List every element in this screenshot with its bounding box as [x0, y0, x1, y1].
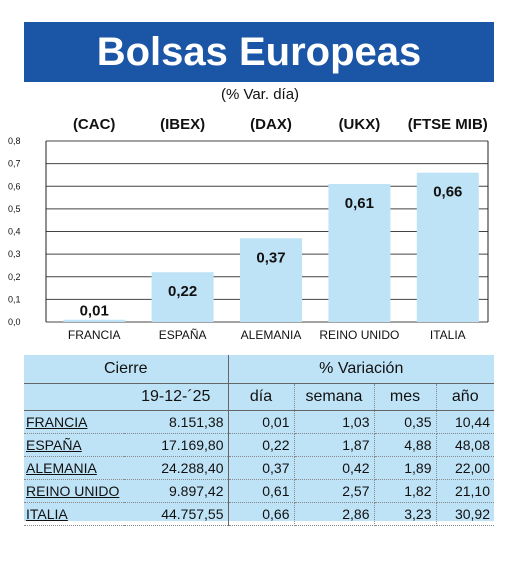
row-mes: 1,82 [374, 479, 437, 503]
row-semana: 2,57 [294, 479, 375, 503]
category-label: ITALIA [430, 328, 466, 342]
chart-subtitle: (% Var. día) [220, 86, 300, 103]
y-tick-label: 0,3 [8, 249, 21, 259]
row-mes: 1,89 [374, 456, 437, 480]
header-variacion: % Variación [228, 355, 494, 384]
bar [63, 319, 126, 322]
row-semana: 1,03 [294, 410, 375, 434]
bar [151, 272, 214, 322]
row-country: ITALIA [24, 502, 124, 526]
row-mes: 4,88 [374, 433, 437, 457]
y-tick-label: 0,1 [8, 294, 21, 304]
table-row: ALEMANIA 24.288,40 0,37 0,42 1,89 22,00 [24, 456, 494, 480]
index-label: (CAC) [73, 116, 116, 133]
row-ano: 48,08 [436, 433, 494, 457]
row-semana: 2,86 [294, 502, 375, 526]
table-row: FRANCIA 8.151,38 0,01 1,03 0,35 10,44 [24, 410, 494, 434]
row-dia: 0,22 [228, 433, 295, 457]
row-dia: 0,61 [228, 479, 295, 503]
page-title: Bolsas Europeas [24, 22, 494, 82]
index-label: (UKX) [339, 116, 381, 133]
y-tick-label: 0,5 [8, 204, 21, 214]
table-row: REINO UNIDO 9.897,42 0,61 2,57 1,82 21,10 [24, 479, 494, 503]
category-label: REINO UNIDO [319, 328, 399, 342]
header-date: 19-12-´25 [124, 383, 229, 411]
row-cierre: 24.288,40 [124, 456, 229, 480]
row-ano: 30,92 [436, 502, 494, 526]
row-ano: 22,00 [436, 456, 494, 480]
y-tick-label: 0,4 [8, 227, 21, 237]
bar-value-label: 0,01 [80, 303, 109, 320]
index-label: (DAX) [250, 116, 292, 133]
row-country: ALEMANIA [24, 456, 124, 480]
row-dia: 0,66 [228, 502, 295, 526]
bar-value-label: 0,61 [345, 195, 374, 212]
row-semana: 0,42 [294, 456, 375, 480]
bar-chart: 0,0 0,1 0,2 0,3 0,4 0,5 0,6 0,7 0,8 0,01 FRANCIA (C… [8, 116, 489, 342]
header-dia: día [228, 383, 295, 411]
header-mes: mes [374, 383, 437, 411]
row-country: ESPAÑA [24, 433, 124, 457]
header-cierre: Cierre [24, 355, 229, 384]
category-label: ALEMANIA [241, 328, 302, 342]
header-semana: semana [294, 383, 375, 411]
header-ano: año [436, 383, 494, 411]
bar [328, 183, 391, 322]
row-mes: 0,35 [374, 410, 437, 434]
y-tick-label: 0,6 [8, 181, 21, 191]
header-empty [24, 383, 124, 411]
row-dia: 0,01 [228, 410, 295, 434]
bar [416, 172, 479, 322]
bar [240, 238, 302, 322]
row-cierre: 8.151,38 [124, 410, 229, 434]
y-tick-label: 0,7 [8, 159, 21, 169]
bar-value-label: 0,66 [433, 184, 462, 201]
table-row: ITALIA 44.757,55 0,66 2,86 3,23 30,92 [24, 502, 494, 526]
category-label: FRANCIA [68, 328, 121, 342]
index-label: (FTSE MIB) [408, 116, 488, 133]
row-mes: 3,23 [374, 502, 437, 526]
table-row: ESPAÑA 17.169,80 0,22 1,87 4,88 48,08 [24, 433, 494, 457]
row-country: REINO UNIDO [24, 479, 124, 503]
row-ano: 21,10 [436, 479, 494, 503]
row-semana: 1,87 [294, 433, 375, 457]
market-table: Cierre % Variación 19-12-´25 día semana … [24, 355, 494, 526]
category-label: ESPAÑA [159, 328, 207, 342]
bar-value-label: 0,37 [256, 249, 285, 266]
row-cierre: 17.169,80 [124, 433, 229, 457]
row-dia: 0,37 [228, 456, 295, 480]
y-tick-label: 0,8 [8, 136, 21, 146]
bar-value-label: 0,22 [168, 283, 197, 300]
y-tick-label: 0,2 [8, 272, 21, 282]
index-label: (IBEX) [160, 116, 205, 133]
row-ano: 10,44 [436, 410, 494, 434]
y-tick-label: 0,0 [8, 317, 21, 327]
row-cierre: 9.897,42 [124, 479, 229, 503]
row-cierre: 44.757,55 [124, 502, 229, 526]
row-country: FRANCIA [24, 410, 124, 434]
